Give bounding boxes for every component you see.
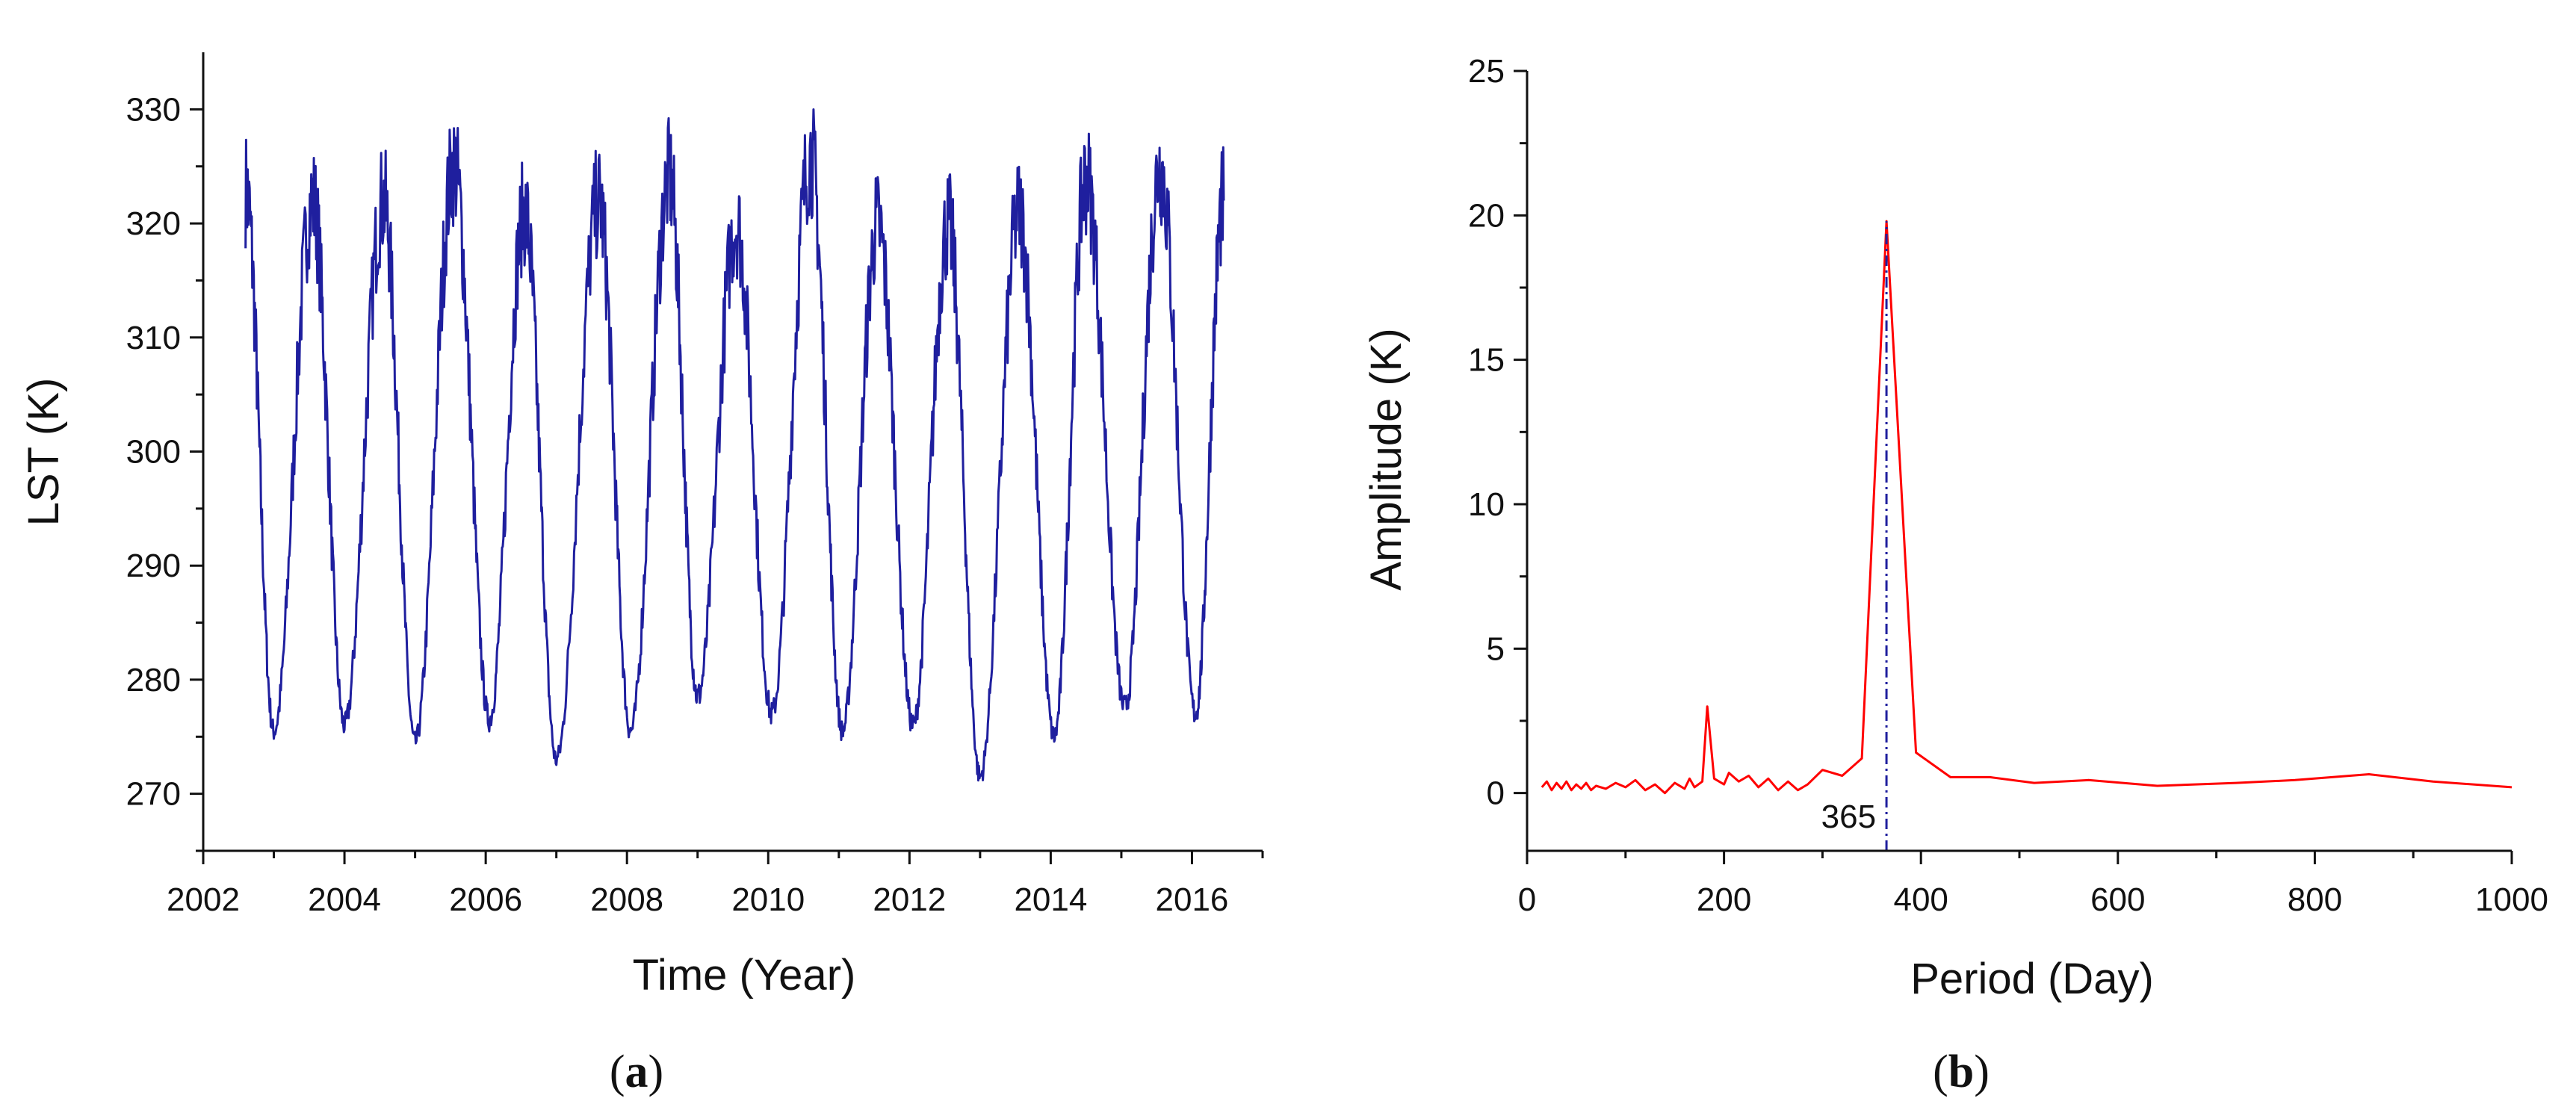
panel-a-x-axis-title: Time (Year)	[633, 951, 856, 999]
panel-a-y-tick-label: 300	[126, 434, 181, 471]
panel-a-y-tick-label: 310	[126, 320, 181, 356]
panel-b-x-tick-label: 0	[1518, 881, 1536, 918]
panel-a-x-tick-label: 2006	[449, 881, 522, 918]
panel-b-x-ticks: 0 200 400 600 800 1000	[1518, 851, 2548, 918]
panel-b-label-letter: b	[1948, 1047, 1974, 1097]
panel-a-label: (a)	[610, 1047, 663, 1097]
panel-b-x-tick-label: 800	[2288, 881, 2342, 918]
panel-b-x-tick-label: 600	[2090, 881, 2145, 918]
panel-a-x-ticks: 2002 2004 2006 2008 2010 2012 2014 2016	[167, 851, 1264, 918]
panel-b-y-tick-label: 0	[1487, 775, 1505, 812]
panel-a-x-tick-label: 2016	[1156, 881, 1229, 918]
panel-a-x-tick-label: 2002	[167, 881, 240, 918]
panel-b-amplitude-spectrum: 0 5 10 15 20 25 0 200 400 600 800 1000 365 Period …	[1362, 53, 2548, 1097]
panel-a-x-tick-label: 2008	[590, 881, 663, 918]
panel-b-plot-area	[1541, 220, 2512, 851]
panel-b-y-tick-label: 5	[1487, 630, 1505, 667]
panel-b-x-tick-label: 1000	[2475, 881, 2548, 918]
panel-a-y-tick-label: 290	[126, 548, 181, 584]
panel-b-x-tick-label: 200	[1697, 881, 1751, 918]
panel-a-label-letter: a	[625, 1047, 648, 1097]
panel-a-lst-series-line	[244, 108, 1225, 782]
panel-b-y-tick-label: 25	[1468, 53, 1505, 90]
panel-a-y-tick-label: 330	[126, 91, 181, 128]
panel-b-x-axis-title: Period (Day)	[1910, 955, 2154, 1003]
panel-a-x-tick-label: 2004	[308, 881, 381, 918]
panel-a-y-tick-label: 280	[126, 662, 181, 698]
panel-a-x-tick-label: 2012	[873, 881, 946, 918]
panel-b-x-tick-label: 400	[1893, 881, 1948, 918]
panel-b-label: (b)	[1933, 1047, 1990, 1097]
panel-a-y-ticks: 270 280 290 300 310 320 330	[126, 91, 203, 852]
panel-b-y-axis-title: Amplitude (K)	[1362, 328, 1411, 590]
panel-b-y-tick-label: 10	[1468, 486, 1505, 523]
panel-a-plot-area	[244, 108, 1225, 782]
panel-a-x-tick-label: 2010	[731, 881, 805, 918]
panel-b-reference-label: 365	[1821, 799, 1876, 835]
panel-a-y-tick-label: 270	[126, 776, 181, 813]
panel-b-y-tick-label: 20	[1468, 197, 1505, 234]
panel-a-y-tick-label: 320	[126, 205, 181, 242]
panel-b-amplitude-series-line	[1541, 220, 2512, 795]
panel-a-x-tick-label: 2014	[1014, 881, 1087, 918]
panel-b-y-tick-label: 15	[1468, 342, 1505, 379]
panel-b-y-ticks: 0 5 10 15 20 25	[1468, 53, 1527, 812]
panel-a-y-axis-title: LST (K)	[19, 378, 68, 527]
